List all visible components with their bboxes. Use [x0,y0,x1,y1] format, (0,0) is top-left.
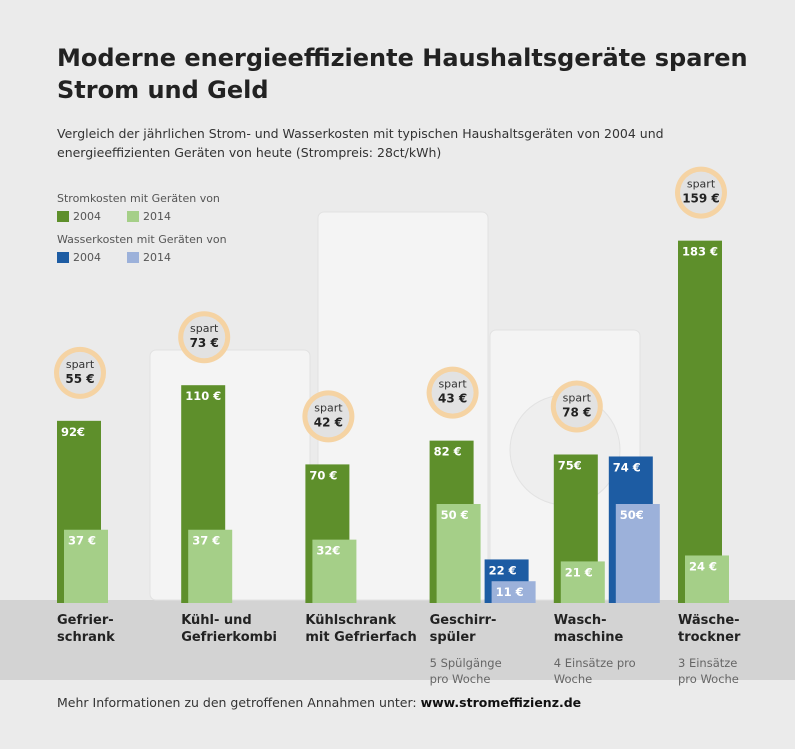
savings-value: 43 € [438,392,467,406]
category-label: Kühl- und Gefrierkombi [181,612,277,646]
savings-label: spart [190,322,219,335]
subtitle: Vergleich der jährlichen Strom- und Wass… [57,124,757,162]
legend-label: 2014 [143,210,171,223]
savings-value: 73 € [190,336,219,350]
category-note: 4 Einsätze pro Woche [554,655,636,687]
savings-value: 159 € [682,192,720,206]
value-label: 50 € [441,508,469,522]
value-label: 50€ [620,508,644,522]
infographic: 92€37 €spart55 €110 €37 €spart73 €70 €32… [0,0,795,749]
savings-value: 55 € [65,372,94,386]
value-label: 21 € [565,565,593,579]
legend-swatch [127,211,139,222]
legend-swatch [57,211,69,222]
value-label: 37 € [68,534,96,548]
value-label: 22 € [489,563,517,577]
footer: Mehr Informationen zu den getroffenen An… [57,695,581,710]
savings-value: 42 € [314,415,343,429]
footer-link: www.stromeffizienz.de [421,695,582,710]
value-label: 110 € [185,389,221,403]
legend-label: 2004 [73,210,101,223]
legend-title: Stromkosten mit Geräten von [57,192,220,205]
legend-title: Wasserkosten mit Geräten von [57,233,227,246]
bar [678,241,722,603]
category-label: Wasch- maschine [554,612,624,646]
category-label: Geschirr- spüler [430,612,497,646]
category-label: Wäsche- trockner [678,612,740,646]
value-label: 37 € [192,534,220,548]
category-label: Kühlschrank mit Gefrierfach [305,612,416,646]
legend-label: 2014 [143,251,171,264]
savings-label: spart [314,401,343,414]
value-label: 75€ [558,459,582,473]
value-label: 70 € [309,468,337,482]
legend-swatch [127,252,139,263]
legend-label: 2004 [73,251,101,264]
savings-label: spart [687,178,716,191]
value-label: 11 € [496,585,524,599]
value-label: 92€ [61,425,85,439]
value-label: 74 € [613,460,641,474]
value-label: 24 € [689,559,717,573]
category-note: 3 Einsätze pro Woche [678,655,739,687]
savings-value: 78 € [562,406,591,420]
savings-label: spart [438,378,467,391]
value-label: 183 € [682,245,718,259]
title: Moderne energieeffiziente Haushaltsgerät… [57,42,757,106]
footer-text: Mehr Informationen zu den getroffenen An… [57,695,421,710]
legend-swatch [57,252,69,263]
savings-label: spart [563,392,592,405]
value-label: 82 € [434,445,462,459]
category-label: Gefrier- schrank [57,612,115,646]
category-note: 5 Spülgänge pro Woche [430,655,502,687]
savings-label: spart [66,358,95,371]
value-label: 32€ [316,544,340,558]
